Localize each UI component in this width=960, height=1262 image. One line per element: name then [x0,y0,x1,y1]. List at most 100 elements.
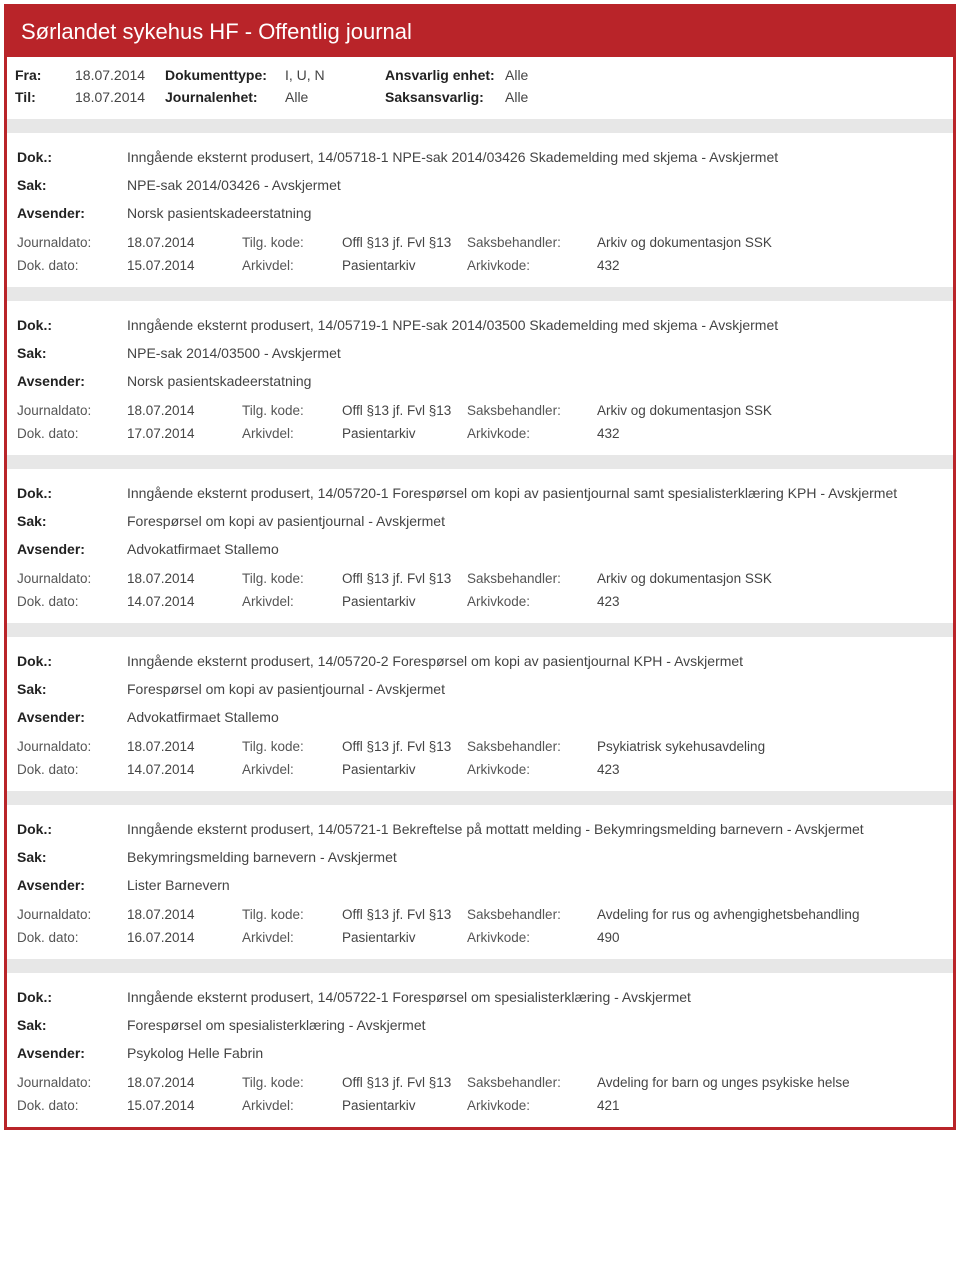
journaldato-label: Journaldato: [17,403,127,418]
dok-value: Inngående eksternt produsert, 14/05720-1… [127,485,943,501]
tilgkode-value: Offl §13 jf. Fvl §13 [342,1075,467,1090]
dok-label: Dok.: [17,653,127,669]
dokdato-value: 15.07.2014 [127,1098,242,1113]
sak-label: Sak: [17,1017,127,1033]
journaldato-value: 18.07.2014 [127,739,242,754]
dokdato-label: Dok. dato: [17,426,127,441]
journal-entry: Dok.: Inngående eksternt produsert, 14/0… [7,805,953,959]
tilgkode-label: Tilg. kode: [242,571,342,586]
avsender-label: Avsender: [17,709,127,725]
dok-value: Inngående eksternt produsert, 14/05719-1… [127,317,943,333]
avsender-label: Avsender: [17,541,127,557]
arkivkode-value: 421 [597,1098,943,1113]
saksbehandler-label: Saksbehandler: [467,907,597,922]
page: Sørlandet sykehus HF - Offentlig journal… [4,4,956,1130]
arkivdel-label: Arkivdel: [242,426,342,441]
dokdato-value: 15.07.2014 [127,258,242,273]
saksbehandler-label: Saksbehandler: [467,739,597,754]
entries-list: Dok.: Inngående eksternt produsert, 14/0… [7,119,953,1127]
sak-value: Forespørsel om spesialisterklæring - Avs… [127,1017,943,1033]
sak-label: Sak: [17,849,127,865]
arkivkode-label: Arkivkode: [467,426,597,441]
saksbehandler-label: Saksbehandler: [467,403,597,418]
saksbehandler-label: Saksbehandler: [467,1075,597,1090]
avsender-label: Avsender: [17,1045,127,1061]
journaldato-label: Journaldato: [17,739,127,754]
header: Sørlandet sykehus HF - Offentlig journal [7,7,953,57]
arkivkode-value: 432 [597,258,943,273]
dok-label: Dok.: [17,821,127,837]
dok-value: Inngående eksternt produsert, 14/05718-1… [127,149,943,165]
arkivdel-label: Arkivdel: [242,1098,342,1113]
arkivdel-label: Arkivdel: [242,930,342,945]
arkivkode-label: Arkivkode: [467,762,597,777]
journal-entry: Dok.: Inngående eksternt produsert, 14/0… [7,301,953,455]
tilgkode-value: Offl §13 jf. Fvl §13 [342,907,467,922]
dokdato-value: 14.07.2014 [127,594,242,609]
dok-row: Dok.: Inngående eksternt produsert, 14/0… [17,143,943,171]
sak-row: Sak: Forespørsel om kopi av pasientjourn… [17,675,943,703]
avsender-row: Avsender: Advokatfirmaet Stallemo [17,703,943,731]
fra-label: Fra: [15,67,75,83]
journaldato-label: Journaldato: [17,571,127,586]
avsender-row: Avsender: Advokatfirmaet Stallemo [17,535,943,563]
arkivkode-value: 423 [597,594,943,609]
dokdato-value: 14.07.2014 [127,762,242,777]
dok-label: Dok.: [17,989,127,1005]
sak-label: Sak: [17,345,127,361]
journaldato-value: 18.07.2014 [127,1075,242,1090]
dokdato-label: Dok. dato: [17,594,127,609]
dokdato-value: 17.07.2014 [127,426,242,441]
journal-entry: Dok.: Inngående eksternt produsert, 14/0… [7,973,953,1127]
arkivkode-label: Arkivkode: [467,594,597,609]
saksbehandler-value: Arkiv og dokumentasjon SSK [597,235,943,250]
details-grid: Journaldato: 18.07.2014 Tilg. kode: Offl… [17,395,943,451]
journaldato-label: Journaldato: [17,1075,127,1090]
dok-row: Dok.: Inngående eksternt produsert, 14/0… [17,815,943,843]
avsender-value: Norsk pasientskadeerstatning [127,205,943,221]
dok-value: Inngående eksternt produsert, 14/05722-1… [127,989,943,1005]
avsender-label: Avsender: [17,373,127,389]
saksbehandler-value: Avdeling for barn og unges psykiske hels… [597,1075,943,1090]
tilgkode-label: Tilg. kode: [242,1075,342,1090]
journal-entry: Dok.: Inngående eksternt produsert, 14/0… [7,469,953,623]
arkivkode-label: Arkivkode: [467,1098,597,1113]
arkivdel-value: Pasientarkiv [342,258,467,273]
sak-row: Sak: Forespørsel om spesialisterklæring … [17,1011,943,1039]
sak-row: Sak: NPE-sak 2014/03426 - Avskjermet [17,171,943,199]
arkivdel-label: Arkivdel: [242,594,342,609]
sak-value: Bekymringsmelding barnevern - Avskjermet [127,849,943,865]
avsender-label: Avsender: [17,877,127,893]
avsender-value: Norsk pasientskadeerstatning [127,373,943,389]
arkivdel-value: Pasientarkiv [342,762,467,777]
arkivdel-value: Pasientarkiv [342,426,467,441]
til-label: Til: [15,89,75,105]
avsender-row: Avsender: Lister Barnevern [17,871,943,899]
dokdato-value: 16.07.2014 [127,930,242,945]
sak-row: Sak: Forespørsel om kopi av pasientjourn… [17,507,943,535]
sak-row: Sak: Bekymringsmelding barnevern - Avskj… [17,843,943,871]
page-title: Sørlandet sykehus HF - Offentlig journal [21,19,939,45]
sak-label: Sak: [17,513,127,529]
dokdato-label: Dok. dato: [17,1098,127,1113]
til-value: 18.07.2014 [75,89,165,105]
dok-label: Dok.: [17,485,127,501]
dok-value: Inngående eksternt produsert, 14/05721-1… [127,821,943,837]
arkivdel-label: Arkivdel: [242,258,342,273]
sak-value: NPE-sak 2014/03426 - Avskjermet [127,177,943,193]
avsender-value: Psykolog Helle Fabrin [127,1045,943,1061]
sak-label: Sak: [17,177,127,193]
arkivkode-value: 432 [597,426,943,441]
tilgkode-value: Offl §13 jf. Fvl §13 [342,739,467,754]
saksbehandler-value: Psykiatrisk sykehusavdeling [597,739,943,754]
tilgkode-value: Offl §13 jf. Fvl §13 [342,403,467,418]
dokumenttype-label: Dokumenttype: [165,67,285,83]
tilgkode-label: Tilg. kode: [242,235,342,250]
dokdato-label: Dok. dato: [17,762,127,777]
avsender-row: Avsender: Psykolog Helle Fabrin [17,1039,943,1067]
dok-row: Dok.: Inngående eksternt produsert, 14/0… [17,983,943,1011]
saksbehandler-value: Arkiv og dokumentasjon SSK [597,403,943,418]
tilgkode-label: Tilg. kode: [242,907,342,922]
avsender-row: Avsender: Norsk pasientskadeerstatning [17,367,943,395]
tilgkode-label: Tilg. kode: [242,739,342,754]
